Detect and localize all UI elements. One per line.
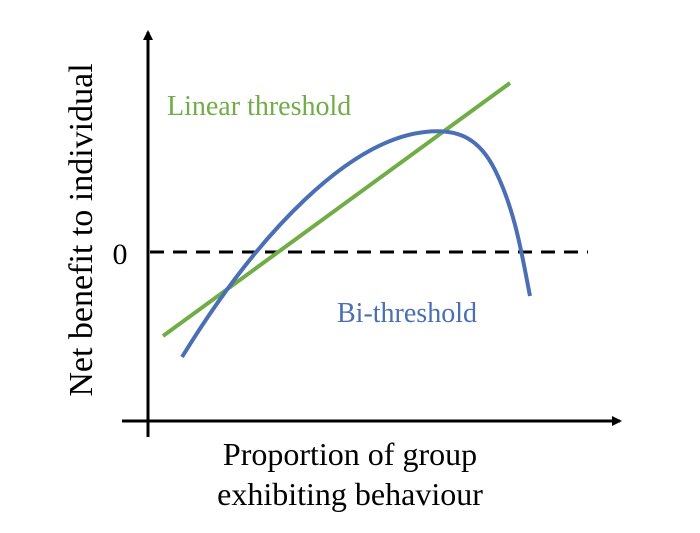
- x-axis-label-line2: exhibiting behaviour: [217, 476, 483, 512]
- bithreshold-label: Bi-threshold: [337, 298, 477, 329]
- bithreshold-curve: [180, 129, 532, 359]
- linear-threshold-label: Linear threshold: [167, 91, 351, 122]
- linear-threshold-line: [161, 81, 512, 338]
- x-axis-label-line1: Proportion of group: [223, 436, 477, 472]
- zero-label: 0: [113, 238, 128, 271]
- y-axis-label: Net benefit to individual: [63, 63, 100, 396]
